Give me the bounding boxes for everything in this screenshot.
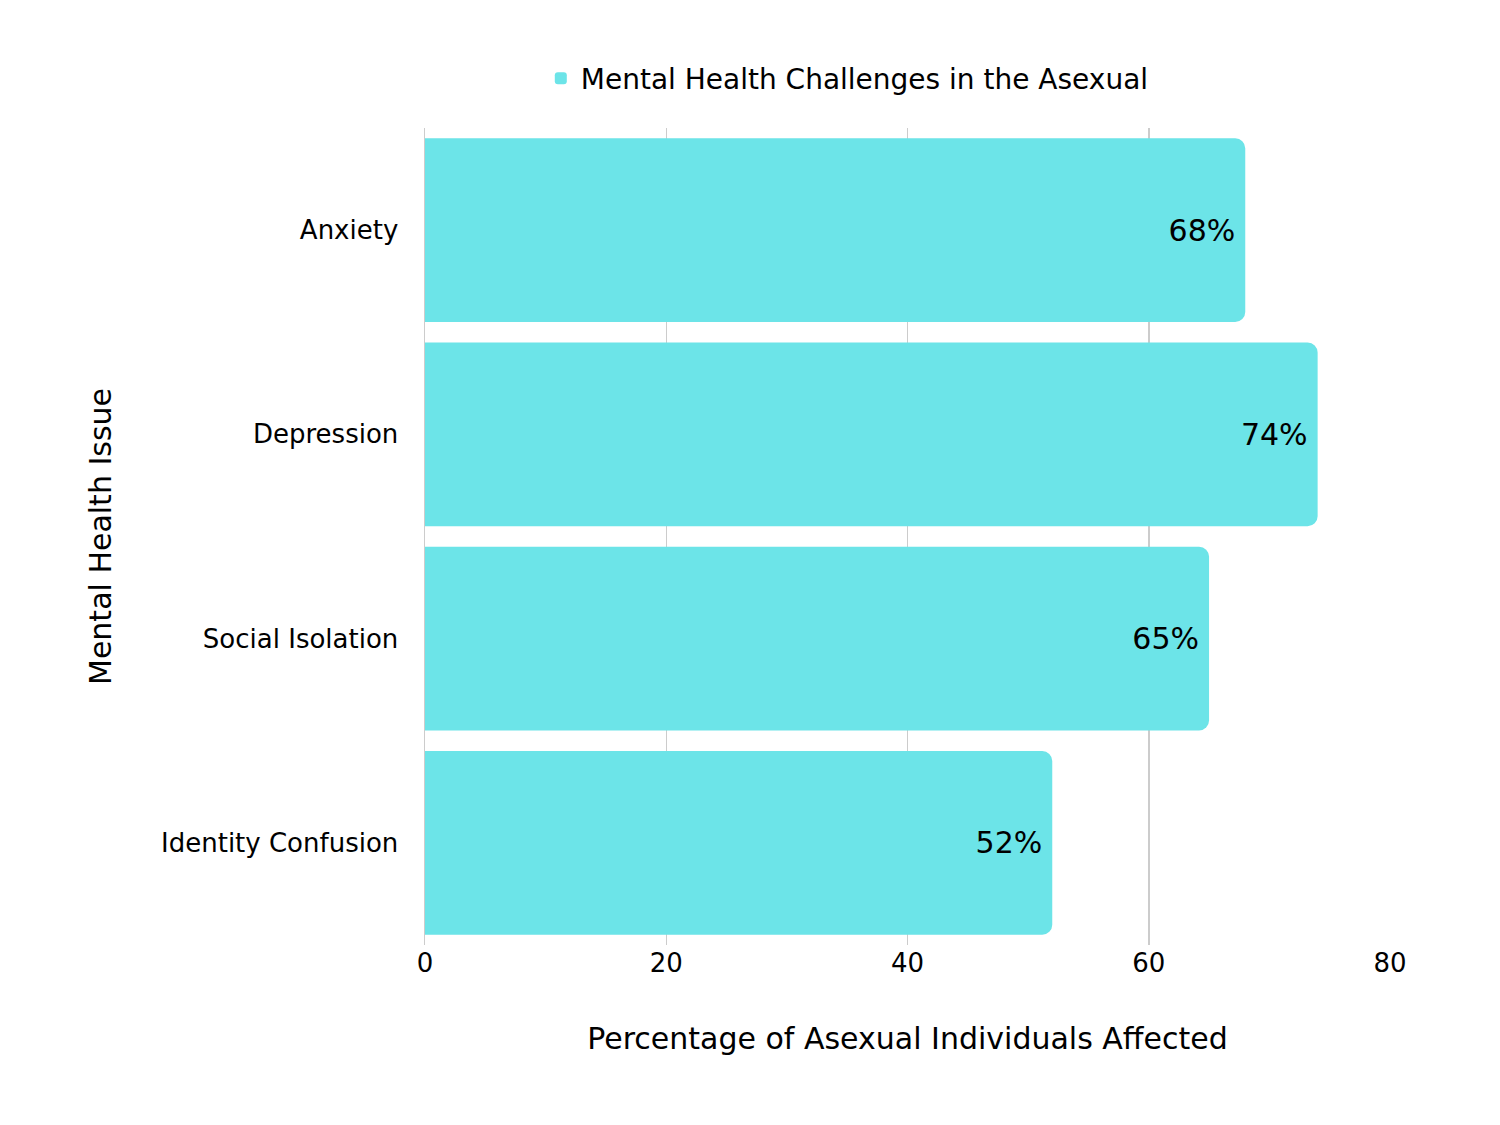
svg-text:74%: 74%: [1241, 417, 1308, 452]
svg-text:0: 0: [417, 948, 434, 978]
svg-text:Social Isolation: Social Isolation: [203, 624, 398, 654]
svg-text:65%: 65%: [1132, 621, 1199, 656]
svg-text:68%: 68%: [1169, 213, 1236, 248]
svg-text:40: 40: [891, 948, 924, 978]
svg-text:Identity Confusion: Identity Confusion: [161, 828, 398, 858]
svg-text:80: 80: [1373, 948, 1406, 978]
svg-text:20: 20: [650, 948, 683, 978]
svg-text:Percentage of Asexual Individu: Percentage of Asexual Individuals Affect…: [587, 1021, 1228, 1056]
svg-text:60: 60: [1132, 948, 1165, 978]
svg-text:52%: 52%: [976, 825, 1043, 860]
svg-text:Mental Health Challenges in th: Mental Health Challenges in the Asexual: [581, 63, 1148, 96]
svg-text:Mental Health Issue: Mental Health Issue: [83, 388, 118, 685]
svg-text:Depression: Depression: [253, 419, 398, 449]
svg-text:Anxiety: Anxiety: [300, 215, 398, 245]
